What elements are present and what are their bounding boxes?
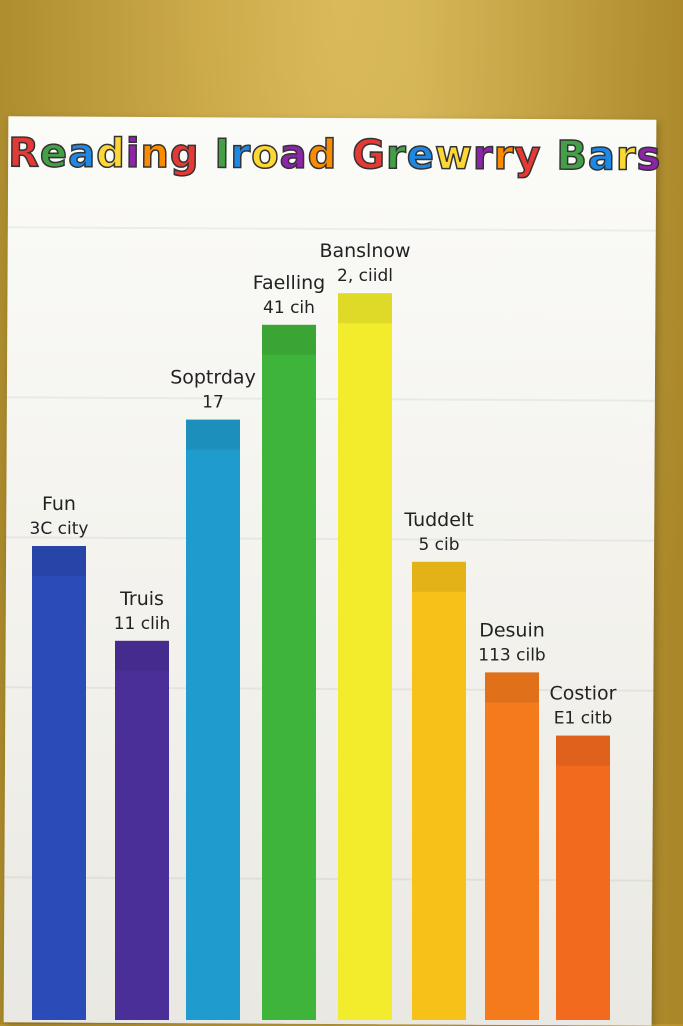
bar-5 — [338, 293, 392, 1020]
bar-8 — [556, 735, 610, 1020]
value-label: 3C city — [30, 519, 89, 539]
bar-top-shade — [485, 672, 539, 703]
value-label: 2, ciidl — [337, 266, 393, 286]
bar-top-shade — [262, 324, 316, 355]
value-label: E1 citb — [554, 709, 613, 729]
bar-top-shade — [338, 293, 392, 324]
bar-top-shade — [32, 546, 86, 576]
bar-7 — [485, 672, 539, 1020]
category-label: Tuddelt — [403, 509, 473, 531]
bar-top-shade — [186, 419, 240, 450]
category-label: Faelling — [253, 272, 325, 294]
bar-1 — [32, 546, 86, 1020]
category-label: Desuin — [479, 619, 545, 641]
category-label: Truis — [119, 588, 164, 610]
bar-top-shade — [556, 735, 610, 766]
bar-2 — [115, 640, 169, 1020]
bar-top-shade — [115, 640, 169, 671]
value-label: 113 cilb — [478, 645, 545, 665]
value-label: 17 — [202, 393, 224, 413]
bar-6 — [412, 561, 466, 1020]
category-label: Costior — [550, 683, 617, 705]
value-label: 41 cih — [263, 298, 315, 318]
category-label: Banslnow — [319, 240, 410, 262]
category-label: Soptrday — [170, 367, 256, 389]
bar-3 — [186, 419, 240, 1021]
bar-4 — [262, 324, 316, 1020]
bar-top-shade — [412, 561, 466, 592]
value-label: 5 cib — [418, 535, 459, 555]
category-label: Fun — [42, 493, 76, 515]
value-label: 11 clih — [114, 614, 171, 634]
